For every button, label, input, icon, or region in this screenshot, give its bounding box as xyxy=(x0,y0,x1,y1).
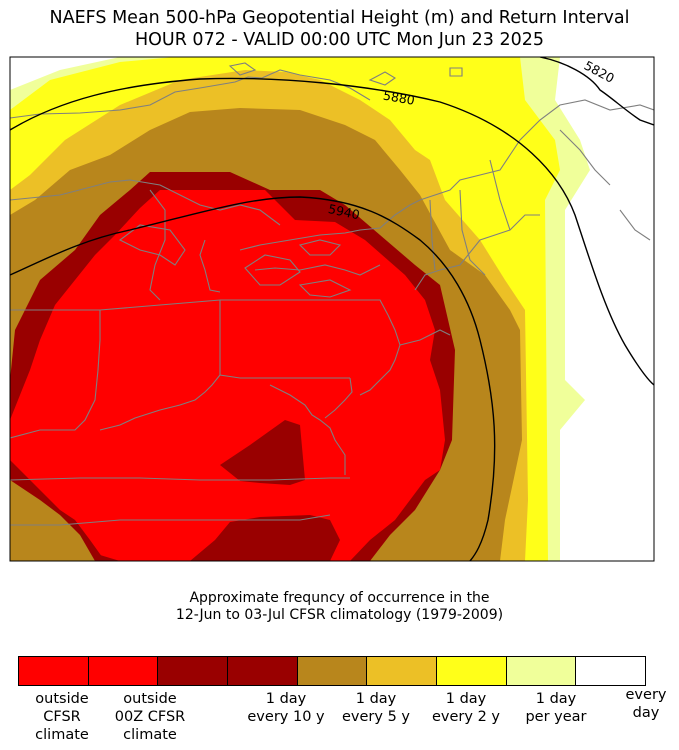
legend-swatch-8 xyxy=(506,657,577,685)
legend-swatch-6 xyxy=(367,657,438,685)
legend-swatch-7 xyxy=(437,657,507,685)
caption-line-1: Approximate frequncy of occurrence in th… xyxy=(189,590,490,606)
map-frame xyxy=(9,56,655,562)
legend-swatch-3 xyxy=(158,657,229,685)
return-interval-map: 5820 5880 5940 xyxy=(9,56,655,562)
legend-swatch-2 xyxy=(88,657,159,685)
legend-label-every-5y: 1 day every 5 y xyxy=(342,691,410,725)
contour-5940 xyxy=(10,196,496,561)
legend-label-per-year: 1 day per year xyxy=(525,691,587,725)
contour-labels: 5820 5880 5940 xyxy=(327,58,617,223)
contour-label-5880: 5880 xyxy=(382,88,416,108)
legend-swatch-1 xyxy=(19,657,89,685)
patch-outside-00z-inner xyxy=(220,420,305,485)
contour-5880 xyxy=(10,77,654,386)
color-legend xyxy=(18,656,646,686)
legend-swatch-5 xyxy=(297,657,368,685)
patch-every-10y-southwest xyxy=(10,480,95,561)
patch-outside-00z-south xyxy=(190,515,340,561)
legend-label-every-day: every day xyxy=(625,687,667,721)
contour-label-5940: 5940 xyxy=(327,201,361,222)
contour-5820 xyxy=(539,57,654,126)
legend-swatch-9 xyxy=(576,657,646,685)
height-contours xyxy=(10,57,654,561)
caption-line-2: 12-Jun to 03-Jul CFSR climatology (1979-… xyxy=(175,607,504,623)
legend-swatch-4 xyxy=(228,657,298,685)
state-borders xyxy=(10,62,654,526)
legend-label-every-2y: 1 day every 2 y xyxy=(432,691,500,725)
legend-label-every-10y: 1 day every 10 y xyxy=(247,691,325,725)
legend-label-outside-00z: outside 00Z CFSR climate xyxy=(114,691,186,743)
chart-subtitle: HOUR 072 - VALID 00:00 UTC Mon Jun 23 20… xyxy=(134,30,545,50)
chart-title: NAEFS Mean 500-hPa Geopotential Height (… xyxy=(49,8,630,28)
legend-label-outside-cfsr: outside CFSR climate xyxy=(35,691,89,743)
